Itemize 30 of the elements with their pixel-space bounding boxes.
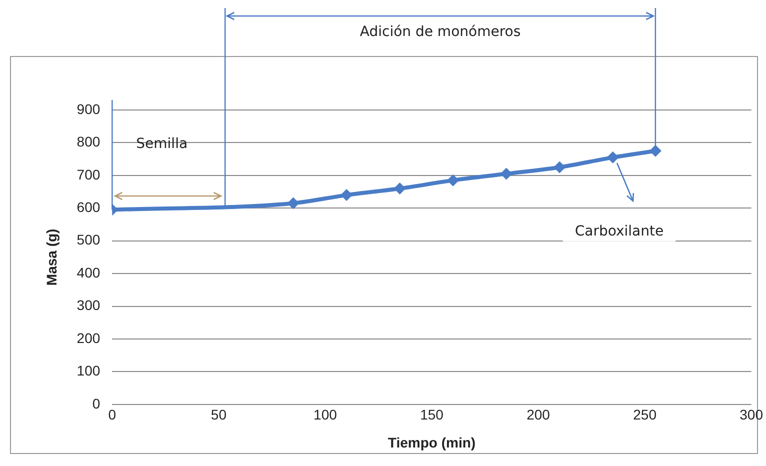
- y-tick-label: 400: [76, 264, 100, 280]
- y-tick-label: 0: [92, 395, 100, 412]
- x-tick-label: 250: [633, 406, 657, 423]
- point: [394, 182, 406, 195]
- x-tick-label: 150: [420, 406, 444, 423]
- y-tick-label: 500: [76, 232, 100, 248]
- y-tick-label: 900: [76, 100, 100, 117]
- y-tick-label: 600: [76, 198, 100, 215]
- y-tick-label: 200: [76, 330, 100, 346]
- point: [287, 197, 300, 210]
- x-axis-title: Tiempo (min): [388, 434, 476, 450]
- point: [340, 189, 353, 202]
- text: Adición de monómeros: [360, 24, 521, 40]
- x-tick-label: 50: [210, 406, 227, 423]
- x-tick-label: 200: [526, 406, 550, 423]
- x-tick-label: 100: [314, 406, 338, 423]
- point: [554, 161, 566, 174]
- point: [649, 144, 662, 157]
- y-axis-title: Masa (g): [43, 228, 60, 286]
- annotation: Semilla: [136, 136, 188, 152]
- y-tick-label: 700: [76, 166, 100, 182]
- point: [606, 151, 619, 164]
- y-tick-label: 800: [76, 134, 100, 150]
- y-tick-label: 300: [76, 297, 100, 314]
- annotation: Carboxilante: [574, 223, 664, 240]
- y-tick-label: 100: [76, 362, 100, 379]
- x-tick-label: 300: [740, 406, 764, 423]
- point: [500, 168, 512, 180]
- point: [447, 174, 460, 186]
- x-tick-label: 0: [108, 406, 116, 423]
